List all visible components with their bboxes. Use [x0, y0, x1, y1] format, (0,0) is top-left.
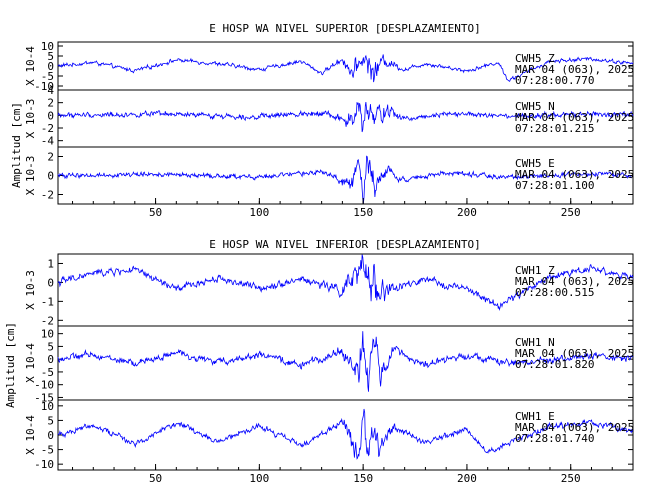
y-tick-label: 10 [41, 328, 54, 341]
x-tick-label: 150 [353, 472, 373, 485]
y-tick-label: 5 [47, 340, 54, 353]
station-info: MAR 04 (063), 2025 [515, 111, 634, 124]
waveform-line [57, 102, 634, 133]
station-info: MAR 04 (063), 2025 [515, 168, 634, 181]
station-info: CWH1 E [515, 410, 555, 423]
x-tick-label: 100 [249, 472, 269, 485]
y-tick-label: 0 [47, 276, 54, 289]
y-tick-label: 10 [41, 400, 54, 413]
chart-title: E HOSP WA NIVEL SUPERIOR [DESPLAZAMIENTO… [209, 22, 481, 35]
y-tick-label: -10 [34, 80, 54, 93]
waveform-line [57, 254, 634, 312]
y-tick-label: -15 [34, 391, 54, 404]
station-info: 07:28:01.740 [515, 432, 594, 445]
x-tick-label: 250 [561, 472, 581, 485]
station-info: MAR 04 (063), 2025 [515, 347, 634, 360]
scale-factor-label: X 10-4 [24, 415, 37, 455]
station-info: 07:28:01.820 [515, 358, 594, 371]
x-tick-label: 50 [149, 206, 162, 219]
scale-factor-label: X 10-3 [24, 156, 37, 196]
scale-factor-label: X 10-4 [24, 343, 37, 383]
x-tick-label: 150 [353, 206, 373, 219]
x-tick-label: 100 [249, 206, 269, 219]
y-tick-label: 1 [47, 257, 54, 270]
y-tick-label: 0 [47, 353, 54, 366]
y-axis-label: Amplitud [cm] [10, 102, 23, 188]
scale-factor-label: X 10-4 [24, 46, 37, 86]
y-tick-label: 0 [47, 170, 54, 183]
y-tick-label: 5 [47, 50, 54, 63]
station-info: 07:28:01.215 [515, 122, 594, 135]
x-tick-label: 250 [561, 206, 581, 219]
x-axis: 50 100 150 200 250 [72, 464, 634, 485]
y-tick-label: 0 [47, 60, 54, 73]
x-axis: 50 100 150 200 250 [72, 198, 634, 219]
y-tick-label: 4 [47, 84, 54, 97]
station-info: CWH5 E [515, 157, 555, 170]
scale-factor-label: X 10-3 [24, 270, 37, 310]
y-tick-label: -10 [34, 458, 54, 471]
chart-upper-level: E HOSP WA NIVEL SUPERIOR [DESPLAZAMIENTO… [10, 22, 634, 219]
station-info: 07:28:01.100 [515, 179, 594, 192]
station-info: 07:28:00.770 [515, 74, 594, 87]
chart-lower-level: E HOSP WA NIVEL INFERIOR [DESPLAZAMIENTO… [4, 238, 634, 485]
y-tick-label: 10 [41, 40, 54, 53]
chart-title: E HOSP WA NIVEL INFERIOR [DESPLAZAMIENTO… [209, 238, 481, 251]
station-info: MAR 04 (063), 2025 [515, 421, 634, 434]
waveform-line [57, 408, 634, 460]
y-tick-label: -4 [41, 135, 55, 148]
waveform-line [57, 331, 634, 392]
y-tick-label: 5 [47, 414, 54, 427]
station-info: CWH5 Z [515, 52, 555, 65]
station-info: CWH5 N [515, 100, 555, 113]
y-tick-label: -2 [41, 314, 54, 327]
y-tick-label: 2 [47, 97, 54, 110]
y-tick-label: -10 [34, 379, 54, 392]
y-tick-label: 2 [47, 151, 54, 164]
y-tick-label: 0 [47, 429, 54, 442]
station-info: MAR 04 (063), 2025 [515, 63, 634, 76]
y-tick-label: -5 [41, 444, 54, 457]
station-info: 07:28:00.515 [515, 286, 594, 299]
waveform-line [57, 155, 634, 204]
x-tick-label: 50 [149, 472, 162, 485]
y-tick-label: -2 [41, 122, 54, 135]
y-tick-label: 0 [47, 109, 54, 122]
station-info: CWH1 N [515, 336, 555, 349]
x-tick-label: 200 [457, 206, 477, 219]
y-tick-label: -5 [41, 70, 54, 83]
waveform-line [57, 54, 634, 83]
y-tick-label: -2 [41, 189, 54, 202]
y-tick-label: -5 [41, 366, 54, 379]
y-axis-label: Amplitud [cm] [4, 322, 17, 408]
x-tick-label: 200 [457, 472, 477, 485]
scale-factor-label: X 10-3 [24, 99, 37, 139]
y-tick-label: -1 [41, 295, 54, 308]
station-info: CWH1 Z [515, 264, 555, 277]
station-info: MAR 04 (063), 2025 [515, 275, 634, 288]
